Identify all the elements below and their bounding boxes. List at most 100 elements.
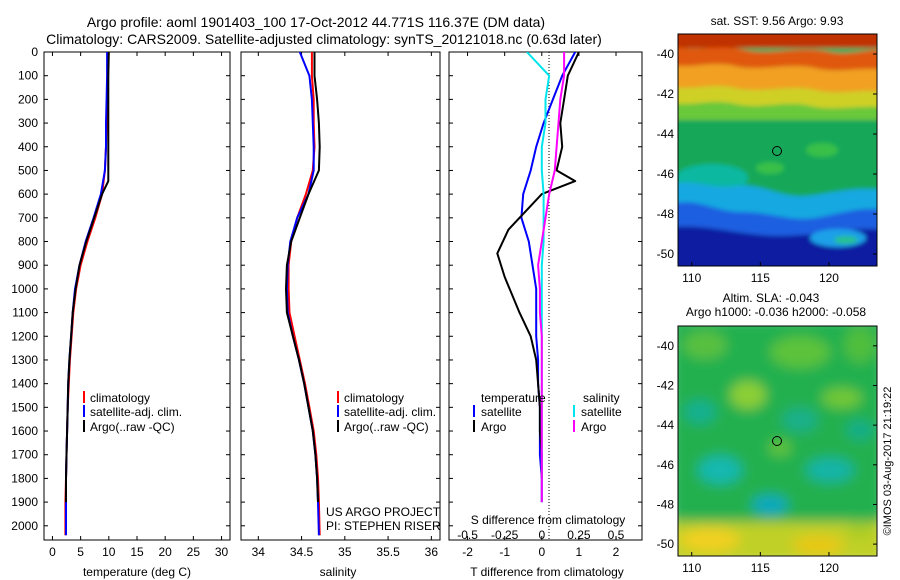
x-tick-label: 34.5 <box>290 545 314 559</box>
x-tick-label: -2 <box>462 545 473 559</box>
sst-map-frame <box>677 33 878 267</box>
legend-label-climatology: climatology <box>90 391 150 405</box>
sla-heatmap <box>678 326 877 556</box>
depth-tick-label: 600 <box>18 187 38 201</box>
temperature-series <box>64 52 110 536</box>
t-difference-x-axis: -2 -1 0 1 2 <box>462 52 620 559</box>
depth-tick-label: 1300 <box>11 353 38 367</box>
lat-tick-label: -44 <box>657 418 675 432</box>
depth-tick-label: 2000 <box>11 519 38 533</box>
s-diff-tick-label: -0.5 <box>457 528 478 542</box>
legend-label-satellite-adj: satellite-adj. clim. <box>90 405 182 419</box>
x-tick-label: 25 <box>187 545 201 559</box>
x-tick-label: 0 <box>49 545 56 559</box>
x-tick-label: 0 <box>538 545 545 559</box>
legend-label-climatology: climatology <box>344 391 404 405</box>
series-line-temperature-argo <box>496 52 580 479</box>
sla-map-title-line2: Argo h1000: -0.036 h2000: -0.058 <box>686 305 866 319</box>
difference-depth-ticks <box>449 51 642 527</box>
legend-label-salinity-satellite: satellite <box>581 405 622 419</box>
salinity-x-axis: 34 34.5 35 35.5 36 <box>252 52 439 559</box>
salinity-x-label: salinity <box>320 565 357 579</box>
x-tick-label: 1 <box>576 545 583 559</box>
x-tick-label: 20 <box>159 545 173 559</box>
lon-tick-label: 110 <box>682 271 701 285</box>
s-diff-tick-label: 0.25 <box>567 528 591 542</box>
depth-tick-label: 700 <box>18 211 38 225</box>
s-difference-label: S difference from climatology <box>471 513 626 527</box>
temperature-panel: 0100200300400500600700800900100011001200… <box>11 45 231 579</box>
x-tick-label: 15 <box>130 545 144 559</box>
lon-tick-label: 110 <box>682 561 701 575</box>
sst-map-axes: 110 115 120 -40 -42 -44 -46 -48 -50 <box>657 47 877 285</box>
lat-tick-label: -40 <box>657 47 675 61</box>
sst-map-title: sat. SST: 9.56 Argo: 9.93 <box>711 14 844 28</box>
lon-tick-label: 120 <box>819 561 839 575</box>
series-line-salinity-argo <box>537 52 566 503</box>
credit-text: ©IMOS 03-Aug-2017 21:19:22 <box>882 387 894 536</box>
lat-tick-label: -44 <box>657 127 675 141</box>
x-tick-label: 10 <box>102 545 116 559</box>
salinity-series <box>285 52 321 536</box>
s-diff-tick-label: 0 <box>538 528 545 542</box>
lon-tick-label: 115 <box>751 561 770 575</box>
legend-label-temperature-argo: Argo <box>481 420 507 434</box>
depth-tick-label: 800 <box>18 235 38 249</box>
legend-title-temperature: temperature <box>481 391 546 405</box>
legend-label-salinity-argo: Argo <box>581 420 607 434</box>
salinity-depth-ticks <box>241 51 440 527</box>
sla-map-frame <box>677 325 878 557</box>
depth-tick-label: 1700 <box>11 448 38 462</box>
difference-legend: temperature salinity satellite Argo sate… <box>473 391 622 434</box>
depth-tick-label: 100 <box>18 69 38 83</box>
salinity-panel: 34 34.5 35 35.5 36 salinity climatology sate… <box>240 51 441 579</box>
depth-tick-label: 1400 <box>11 377 38 391</box>
depth-tick-label: 0 <box>31 45 38 59</box>
s-difference-x-axis: -0.5 -0.25 0 0.25 0.5 <box>457 528 624 542</box>
lat-tick-label: -48 <box>657 497 675 511</box>
series-line-argo-raw-qc- <box>65 52 110 503</box>
temperature-x-axis: 0 5 10 15 20 25 30 <box>49 52 229 559</box>
legend-label-satellite-adj: satellite-adj. clim. <box>344 405 436 419</box>
temperature-plot-frame <box>43 51 231 541</box>
depth-tick-label: 1500 <box>11 400 38 414</box>
legend-label-argo: Argo(..raw -QC) <box>344 420 429 434</box>
temperature-legend: climatology satellite-adj. clim. Argo(..… <box>83 391 182 434</box>
lat-tick-label: -42 <box>657 378 675 392</box>
depth-tick-label: 1100 <box>12 306 38 320</box>
lon-tick-label: 115 <box>751 271 770 285</box>
lat-tick-label: -50 <box>657 537 675 551</box>
depth-tick-label: 1800 <box>11 471 38 485</box>
lon-tick-label: 120 <box>819 271 839 285</box>
depth-tick-label: 300 <box>18 116 38 130</box>
argo-location-marker <box>772 146 782 156</box>
t-difference-label: T difference from climatology <box>470 565 624 579</box>
salinity-legend: climatology satellite-adj. clim. Argo(..… <box>337 391 436 434</box>
x-tick-label: 35 <box>338 545 352 559</box>
x-tick-label: 5 <box>77 545 84 559</box>
s-diff-tick-label: -0.25 <box>491 528 519 542</box>
depth-axis: 0 100 200 300 400 500 600 700 800 900 1000 1100 1200… <box>11 45 230 533</box>
depth-tick-label: 1900 <box>11 495 38 509</box>
sla-map-title-line1: Altim. SLA: -0.043 <box>723 291 820 305</box>
depth-tick-label: 900 <box>18 258 38 272</box>
figure-title-line2: Climatology: CARS2009. Satellite-adjuste… <box>46 31 602 47</box>
lat-tick-label: -46 <box>657 167 675 181</box>
difference-plot-frame <box>448 51 643 541</box>
legend-label-temperature-satellite: satellite <box>481 405 522 419</box>
sla-map-axes: 110 115 120 -40 -42 -44 -46 -48 -50 <box>657 339 877 575</box>
salinity-plot-frame <box>240 51 441 541</box>
sst-map-panel: sat. SST: 9.56 Argo: 9.93 <box>657 14 878 285</box>
difference-panel: -2 -1 0 1 2 -0.5 -0.25 0 0.25 0.5 S difference f… <box>448 51 643 579</box>
lat-tick-label: -50 <box>657 247 675 261</box>
pi-annotation: PI: STEPHEN RISER <box>326 519 441 533</box>
s-diff-tick-label: 0.5 <box>608 528 625 542</box>
x-tick-label: 36 <box>425 545 439 559</box>
temperature-x-label: temperature (deg C) <box>83 565 191 579</box>
x-tick-label: 35.5 <box>376 545 400 559</box>
depth-tick-label: 200 <box>18 92 38 106</box>
project-annotation: US ARGO PROJECT <box>326 505 441 519</box>
depth-tick-label: 1000 <box>11 282 38 296</box>
lat-tick-label: -48 <box>657 207 675 221</box>
series-line-argo-raw-qc- <box>285 52 321 503</box>
